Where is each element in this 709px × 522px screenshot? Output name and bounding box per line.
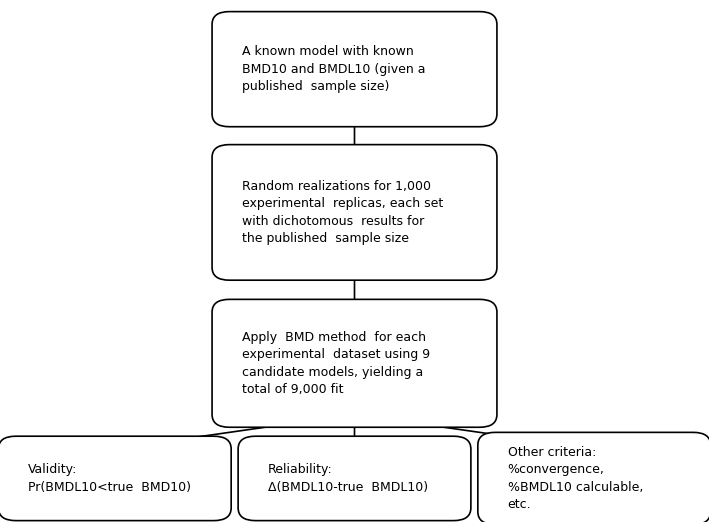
FancyBboxPatch shape bbox=[212, 11, 497, 127]
FancyBboxPatch shape bbox=[212, 145, 497, 280]
Text: Random realizations for 1,000
experimental  replicas, each set
with dichotomous : Random realizations for 1,000 experiment… bbox=[242, 180, 443, 245]
Text: A known model with known
BMD10 and BMDL10 (given a
published  sample size): A known model with known BMD10 and BMDL1… bbox=[242, 45, 425, 93]
FancyBboxPatch shape bbox=[212, 300, 497, 427]
Text: Validity:
Pr(BMDL10<true  BMD10): Validity: Pr(BMDL10<true BMD10) bbox=[28, 463, 191, 494]
Text: Apply  BMD method  for each
experimental  dataset using 9
candidate models, yiel: Apply BMD method for each experimental d… bbox=[242, 330, 430, 396]
FancyBboxPatch shape bbox=[238, 436, 471, 520]
Text: Other criteria:
%convergence,
%BMDL10 calculable,
etc.: Other criteria: %convergence, %BMDL10 ca… bbox=[508, 446, 643, 511]
FancyBboxPatch shape bbox=[0, 436, 231, 520]
FancyBboxPatch shape bbox=[478, 432, 709, 522]
Text: Reliability:
Δ(BMDL10-true  BMDL10): Reliability: Δ(BMDL10-true BMDL10) bbox=[268, 463, 428, 494]
